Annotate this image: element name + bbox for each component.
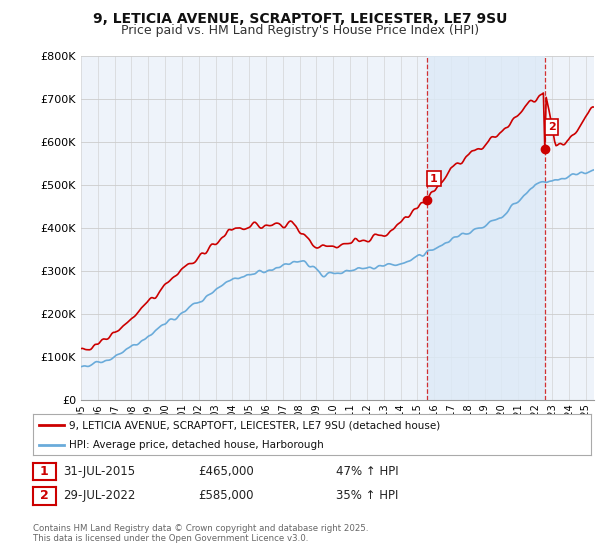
Text: 9, LETICIA AVENUE, SCRAPTOFT, LEICESTER, LE7 9SU (detached house): 9, LETICIA AVENUE, SCRAPTOFT, LEICESTER,… (69, 421, 440, 430)
Text: 9, LETICIA AVENUE, SCRAPTOFT, LEICESTER, LE7 9SU: 9, LETICIA AVENUE, SCRAPTOFT, LEICESTER,… (93, 12, 507, 26)
Text: HPI: Average price, detached house, Harborough: HPI: Average price, detached house, Harb… (69, 440, 324, 450)
Text: 1: 1 (40, 465, 49, 478)
Text: £585,000: £585,000 (198, 489, 254, 502)
Text: 29-JUL-2022: 29-JUL-2022 (63, 489, 136, 502)
Text: 1: 1 (430, 174, 438, 184)
Text: 31-JUL-2015: 31-JUL-2015 (63, 465, 135, 478)
Text: 2: 2 (40, 489, 49, 502)
Bar (427, 56, 545, 400)
Text: £465,000: £465,000 (198, 465, 254, 478)
Text: Price paid vs. HM Land Registry's House Price Index (HPI): Price paid vs. HM Land Registry's House … (121, 24, 479, 36)
Text: Contains HM Land Registry data © Crown copyright and database right 2025.
This d: Contains HM Land Registry data © Crown c… (33, 524, 368, 543)
Text: 2: 2 (548, 122, 556, 132)
Text: 35% ↑ HPI: 35% ↑ HPI (336, 489, 398, 502)
Text: 47% ↑ HPI: 47% ↑ HPI (336, 465, 398, 478)
